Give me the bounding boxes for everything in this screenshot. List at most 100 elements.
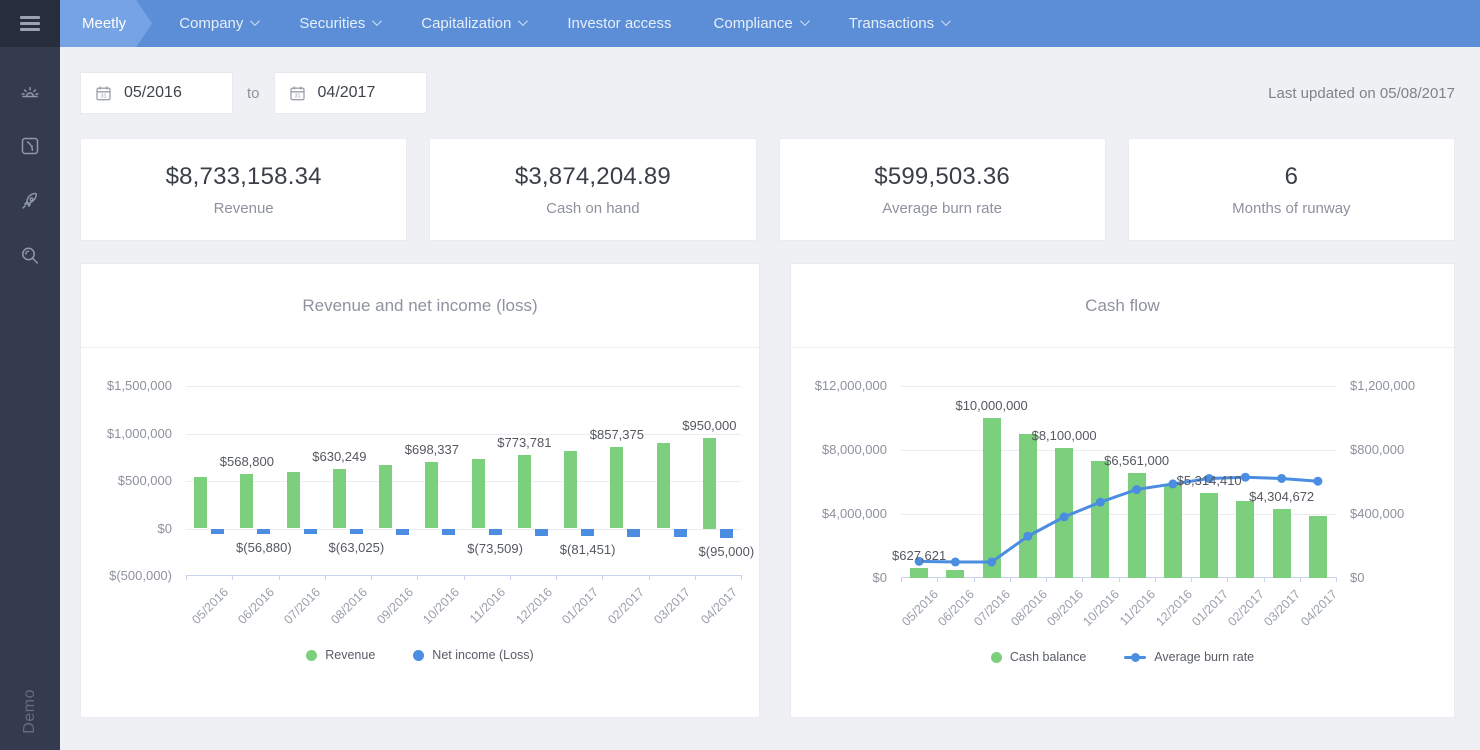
date-from-input[interactable]: 31 05/2016 [80, 72, 233, 114]
gridline [186, 386, 741, 387]
nav-item-label: Securities [299, 15, 365, 32]
cash-flow-chart: Cash flow $627,621$10,000,000$8,100,000$… [790, 263, 1455, 718]
data-label: $(95,000) [699, 544, 755, 559]
data-label: $6,561,000 [1104, 453, 1169, 468]
net-income-loss-bar-12/2016 [535, 529, 548, 536]
chart-plot-area: $627,621$10,000,000$8,100,000$6,561,000$… [791, 348, 1454, 718]
x-axis-label: 02/2017 [605, 585, 647, 627]
brand-label: Meetly [82, 15, 126, 32]
stat-value: $599,503.36 [874, 163, 1010, 191]
x-axis-tick [556, 575, 557, 580]
top-nav: Meetly Company Securities Capitalization In… [60, 0, 1480, 47]
sidebar-item-search[interactable] [0, 228, 60, 283]
x-axis-label: 01/2017 [559, 585, 601, 627]
x-axis-label: 05/2016 [899, 587, 941, 629]
average-burn-rate-point-07/2016 [987, 558, 996, 567]
stat-value: $8,733,158.34 [166, 163, 322, 191]
x-axis-tick [417, 575, 418, 580]
svg-text:31: 31 [100, 93, 106, 99]
revenue-bar-07/2016 [287, 472, 300, 529]
dot-marker-icon [413, 650, 424, 661]
legend-label: Average burn rate [1154, 650, 1254, 664]
legend-item-cash-balance: Cash balance [991, 650, 1086, 664]
x-axis-label: 05/2016 [189, 585, 231, 627]
nav-item-label: Investor access [567, 15, 671, 32]
data-label: $5,314,410 [1177, 473, 1242, 488]
revenue-bar-01/2017 [564, 451, 577, 528]
svg-text:31: 31 [294, 93, 300, 99]
net-income-loss-bar-09/2016 [396, 529, 409, 535]
average-burn-rate-point-08/2016 [1023, 532, 1032, 541]
nav-items: Company Securities Capitalization Investor … [158, 0, 969, 47]
x-axis-label: 03/2017 [1262, 587, 1304, 629]
line-dot-marker-icon [1124, 656, 1146, 659]
sidebar-nav [0, 47, 60, 283]
x-axis-label: 11/2016 [467, 585, 508, 626]
dot-marker-icon [306, 650, 317, 661]
x-axis-tick [464, 575, 465, 580]
dot-marker-icon [991, 652, 1002, 663]
net-income-loss-bar-06/2016 [257, 529, 270, 534]
x-axis-label: 02/2017 [1225, 587, 1267, 629]
stat-card-revenue: $8,733,158.34 Revenue [80, 138, 407, 241]
date-to-input[interactable]: 31 04/2017 [274, 72, 427, 114]
nav-item-capitalization[interactable]: Capitalization [400, 0, 546, 47]
legend-label: Cash balance [1010, 650, 1086, 664]
chart-legend: Cash balance Average burn rate [791, 650, 1454, 664]
y-axis-label: $0 [791, 570, 887, 586]
stat-card-cash-on-hand: $3,874,204.89 Cash on hand [429, 138, 756, 241]
x-axis-label: 08/2016 [328, 585, 370, 627]
revenue-bar-12/2016 [518, 455, 531, 529]
date-to-value: 04/2017 [318, 84, 376, 102]
stat-card-average-burn-rate: $599,503.36 Average burn rate [779, 138, 1106, 241]
chevron-down-icon [800, 16, 810, 26]
net-income-loss-bar-01/2017 [581, 529, 594, 537]
y-axis-label: $0 [81, 521, 172, 537]
x-axis-tick [1336, 577, 1337, 582]
nav-item-compliance[interactable]: Compliance [693, 0, 828, 47]
stat-card-months-of-runway: 6 Months of runway [1128, 138, 1455, 241]
data-label: $568,800 [220, 454, 274, 469]
revenue-bar-03/2017 [657, 443, 670, 529]
data-label: $4,304,672 [1249, 489, 1314, 504]
revenue-bar-04/2017 [703, 438, 716, 528]
nav-item-securities[interactable]: Securities [278, 0, 400, 47]
x-axis-label: 03/2017 [652, 585, 694, 627]
x-axis-label: 09/2016 [374, 585, 416, 627]
main-content: 31 05/2016 to 31 04/2017 Last updated on… [60, 47, 1480, 750]
chart-row: Revenue and net income (loss) $568,800$6… [80, 263, 1455, 718]
revenue-bar-06/2016 [240, 474, 253, 528]
sidebar-item-launch[interactable] [0, 173, 60, 228]
stat-cards: $8,733,158.34 Revenue $3,874,204.89 Cash… [80, 138, 1455, 241]
x-axis-label: 01/2017 [1189, 587, 1231, 629]
x-axis-tick [602, 575, 603, 580]
revenue-and-net-income-loss-plot: $568,800$630,249$698,337$773,781$857,375… [186, 386, 741, 576]
x-axis-tick [325, 575, 326, 580]
revenue-bar-11/2016 [472, 459, 485, 529]
nav-item-investor-access[interactable]: Investor access [546, 0, 692, 47]
rocket-icon [18, 189, 42, 213]
data-label: $698,337 [405, 442, 459, 457]
y-axis-label: $8,000,000 [791, 442, 887, 458]
net-income-loss-bar-07/2016 [304, 529, 317, 535]
brand-tab[interactable]: Meetly [60, 0, 152, 47]
x-axis-label: 09/2016 [1044, 587, 1086, 629]
legend-item-net-income-loss: Net income (Loss) [413, 648, 533, 662]
sidebar-item-overview[interactable] [0, 63, 60, 118]
menu-button[interactable] [0, 0, 60, 47]
stat-value: 6 [1285, 163, 1299, 191]
average-burn-rate-point-04/2017 [1313, 477, 1322, 486]
x-axis-tick [279, 575, 280, 580]
chart-title: Revenue and net income (loss) [81, 264, 759, 348]
x-axis-tick [649, 575, 650, 580]
sidebar-item-reports[interactable] [0, 118, 60, 173]
nav-item-transactions[interactable]: Transactions [828, 0, 969, 47]
stat-value: $3,874,204.89 [515, 163, 671, 191]
average-burn-rate-point-06/2016 [951, 558, 960, 567]
revenue-bar-10/2016 [425, 462, 438, 528]
x-axis-label: 10/2016 [1080, 587, 1122, 629]
y-axis-label: $12,000,000 [791, 378, 887, 394]
legend-label: Revenue [325, 648, 375, 662]
nav-item-company[interactable]: Company [158, 0, 278, 47]
data-label: $857,375 [590, 427, 644, 442]
